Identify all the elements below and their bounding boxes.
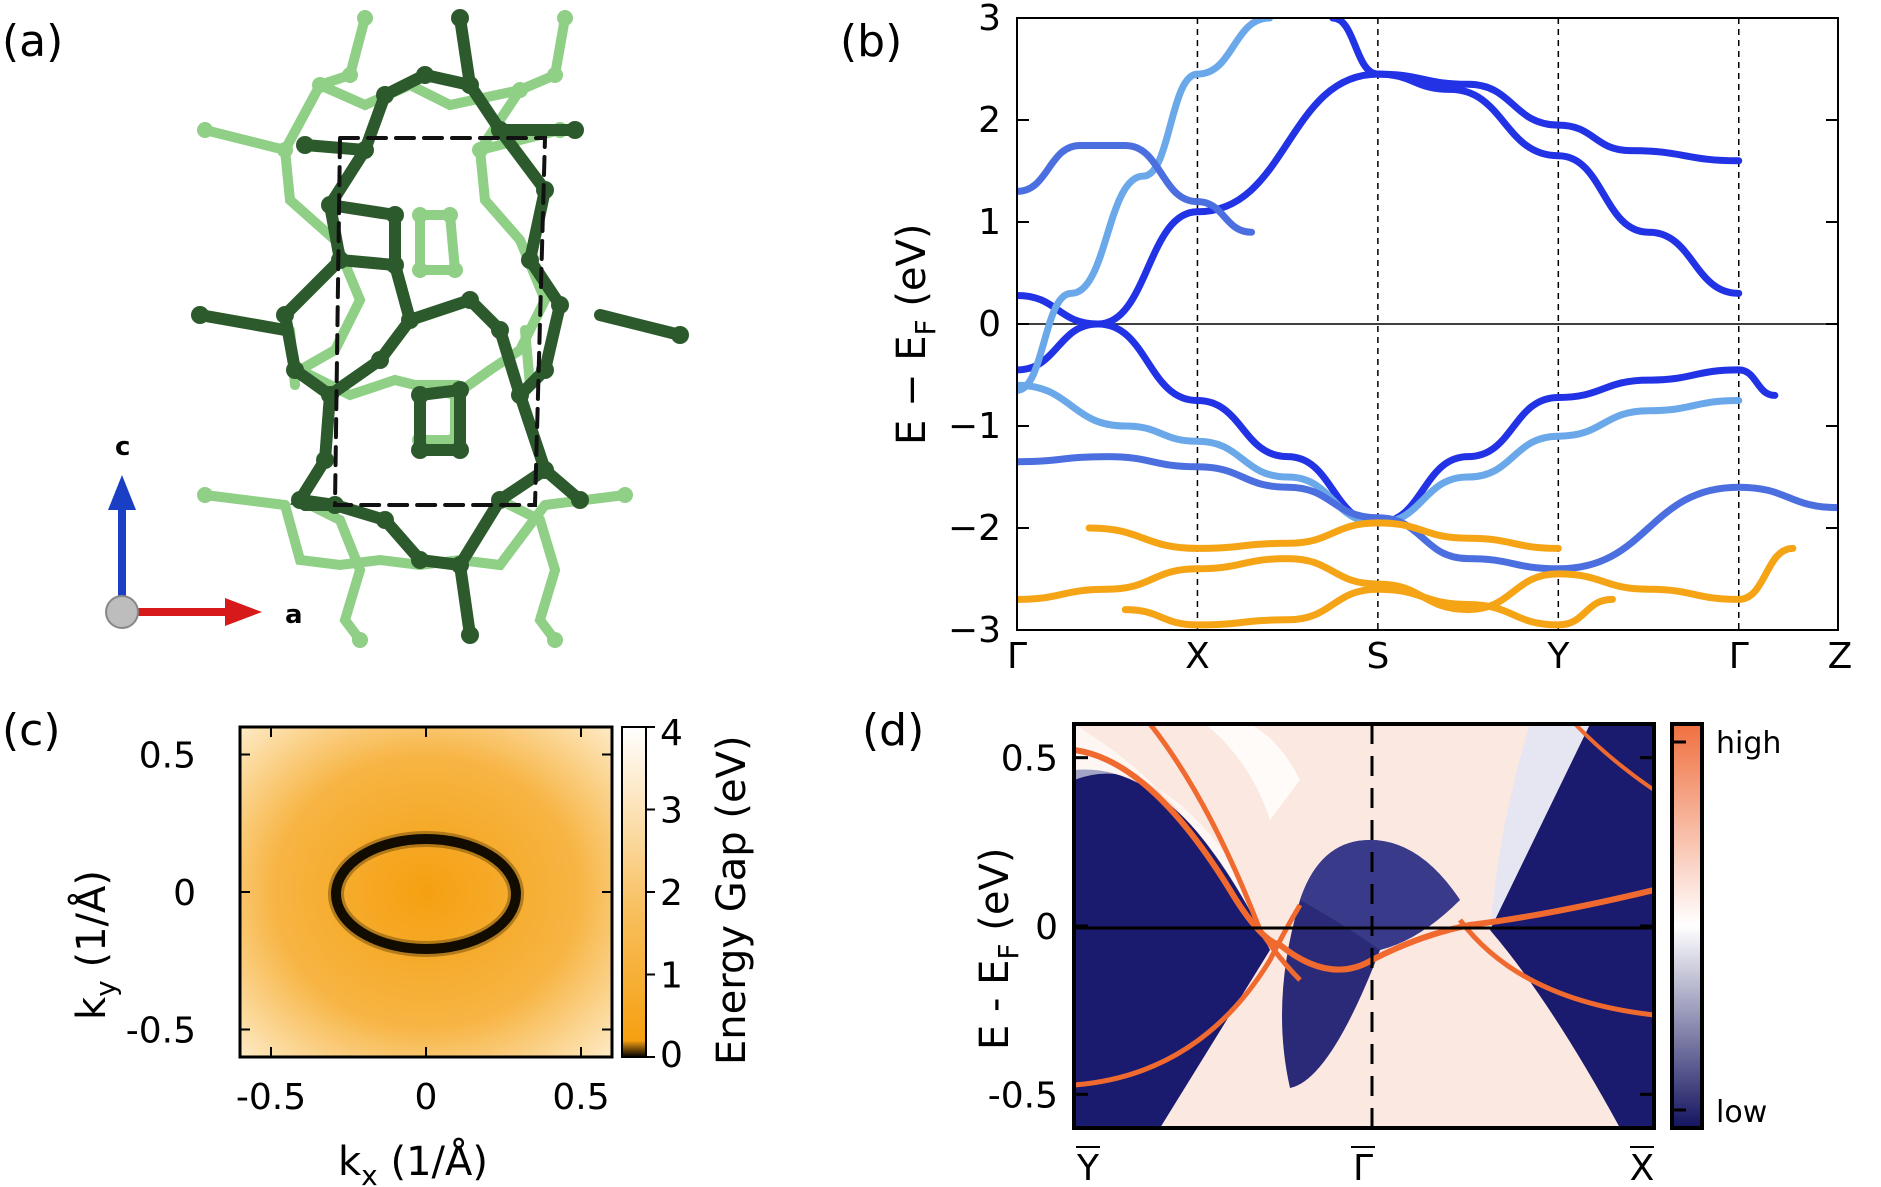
dark-sublattice [194,12,686,641]
surface-state-5 [1573,724,1654,792]
panel-d-ticks: 0.5 0 -0.5 Y Γ X [988,739,1655,1187]
ytick-label: 1 [978,202,1001,243]
unit-cell-box [332,136,548,507]
kpoint-label: Γ [1729,636,1749,677]
axis-indicator: c a [105,432,303,630]
ytick-label: 0 [978,304,1001,345]
xtick-label: 0.5 [552,1077,609,1118]
c-axis-label: c [115,432,130,462]
ytick-label: −3 [948,610,1001,651]
gap-heatmap [240,727,612,1057]
colorbar-low-label: low [1716,1095,1767,1130]
kpoint-label: Z [1828,636,1853,677]
band-band-S-top-2 [1374,70,1743,165]
spectrum-colorbar [1670,722,1704,1130]
kpoint-label: Γ [1007,636,1027,677]
kpoint-label: X [1185,636,1210,677]
panel-a: (a) [2,9,689,648]
a-axis-label: a [285,600,303,630]
a-axis-arrowhead [225,598,262,626]
band-band-upper-light [1017,18,1274,394]
surface-state-1 [1074,747,1654,973]
ytick-label: -0.5 [988,1075,1058,1116]
band-band-orange-1 [1085,519,1562,552]
ytick-label: 2 [978,100,1001,141]
xtick-label: -0.5 [236,1077,306,1118]
panel-c-ylabel: ky (1/Å) [67,870,122,1020]
colorbar-tick-label: 0 [660,1035,683,1076]
bulk-region-right [1490,724,1654,1128]
ytick-label: 0 [173,873,196,914]
panel-b-ylabel: E − EF (eV) [889,223,942,445]
band-structure-plot [1017,18,1838,630]
band-band-upper-mid [1017,141,1256,236]
ytick-label: -0.5 [126,1011,196,1052]
panel-c: (c) 0.5 0 -0.5 -0.5 0 0.5 ky (1/Å) kx (1/Å) 4… [2,705,755,1187]
nodal-ring-glow [328,831,524,957]
kpoint-label: X [1630,1148,1655,1187]
panel-c-xlabel: kx (1/Å) [338,1137,488,1187]
panel-c-label: (c) [2,705,61,756]
band-band-orange-2 [1017,544,1797,614]
bulk-edge-right [1490,724,1590,930]
gap-colorbar-label: Energy Gap (eV) [709,735,755,1065]
bulk-edge-left [1074,724,1270,950]
bulk-edge-top [1205,724,1300,820]
colorbar-high-label: high [1716,726,1781,761]
band-band-orange-3 [1121,585,1616,629]
crystal-structure [191,9,689,648]
panel-d-label: (d) [862,705,924,756]
surface-state-2 [1148,724,1302,982]
panel-b-label: (b) [840,16,902,67]
band-band-hole-1 [1193,366,1779,527]
ytick-label: −2 [948,508,1001,549]
xtick-label: 0 [415,1077,438,1118]
surface-state-4 [1458,918,1654,1018]
ytick-label: 3 [978,0,1001,39]
nodal-ring [331,834,521,954]
bulk-region-left [1074,769,1270,1128]
colorbar-tick-label: 2 [660,873,683,914]
bulk-region-center-top [1300,840,1460,950]
kpoint-label: Y [1546,636,1570,677]
kpoint-label: Γ [1353,1148,1373,1187]
kpoint-label: Y [1076,1148,1100,1187]
band-band-cross-1 [1017,70,1382,374]
surface-spectrum [1074,724,1654,1128]
ytick-label: 0.5 [139,736,196,777]
panel-d: (d) 0.5 0 -0.5 Y Γ X E - EF (eV) [862,705,1781,1187]
origin-atom [105,595,139,629]
gap-colorbar-ticks: 4 3 2 1 0 [646,713,683,1076]
gap-colorbar [621,726,647,1058]
kpoint-label: S [1366,636,1389,677]
colorbar-tick-label: 4 [660,713,683,754]
ytick-label: −1 [948,406,1001,447]
panel-d-ylabel: E - EF (eV) [972,848,1025,1050]
c-axis-arrowhead [108,475,136,510]
colorbar-tick-label: 3 [660,791,683,832]
band-band-cross-2 [1017,291,1201,404]
band-band-low-1 [1017,453,1838,573]
ytick-label: 0 [1035,907,1058,948]
ytick-label: 0.5 [1001,739,1058,780]
colorbar-tick-label: 1 [660,956,683,997]
panel-a-label: (a) [2,16,63,67]
panel-c-ticks: 0.5 0 -0.5 -0.5 0 0.5 [126,727,612,1118]
